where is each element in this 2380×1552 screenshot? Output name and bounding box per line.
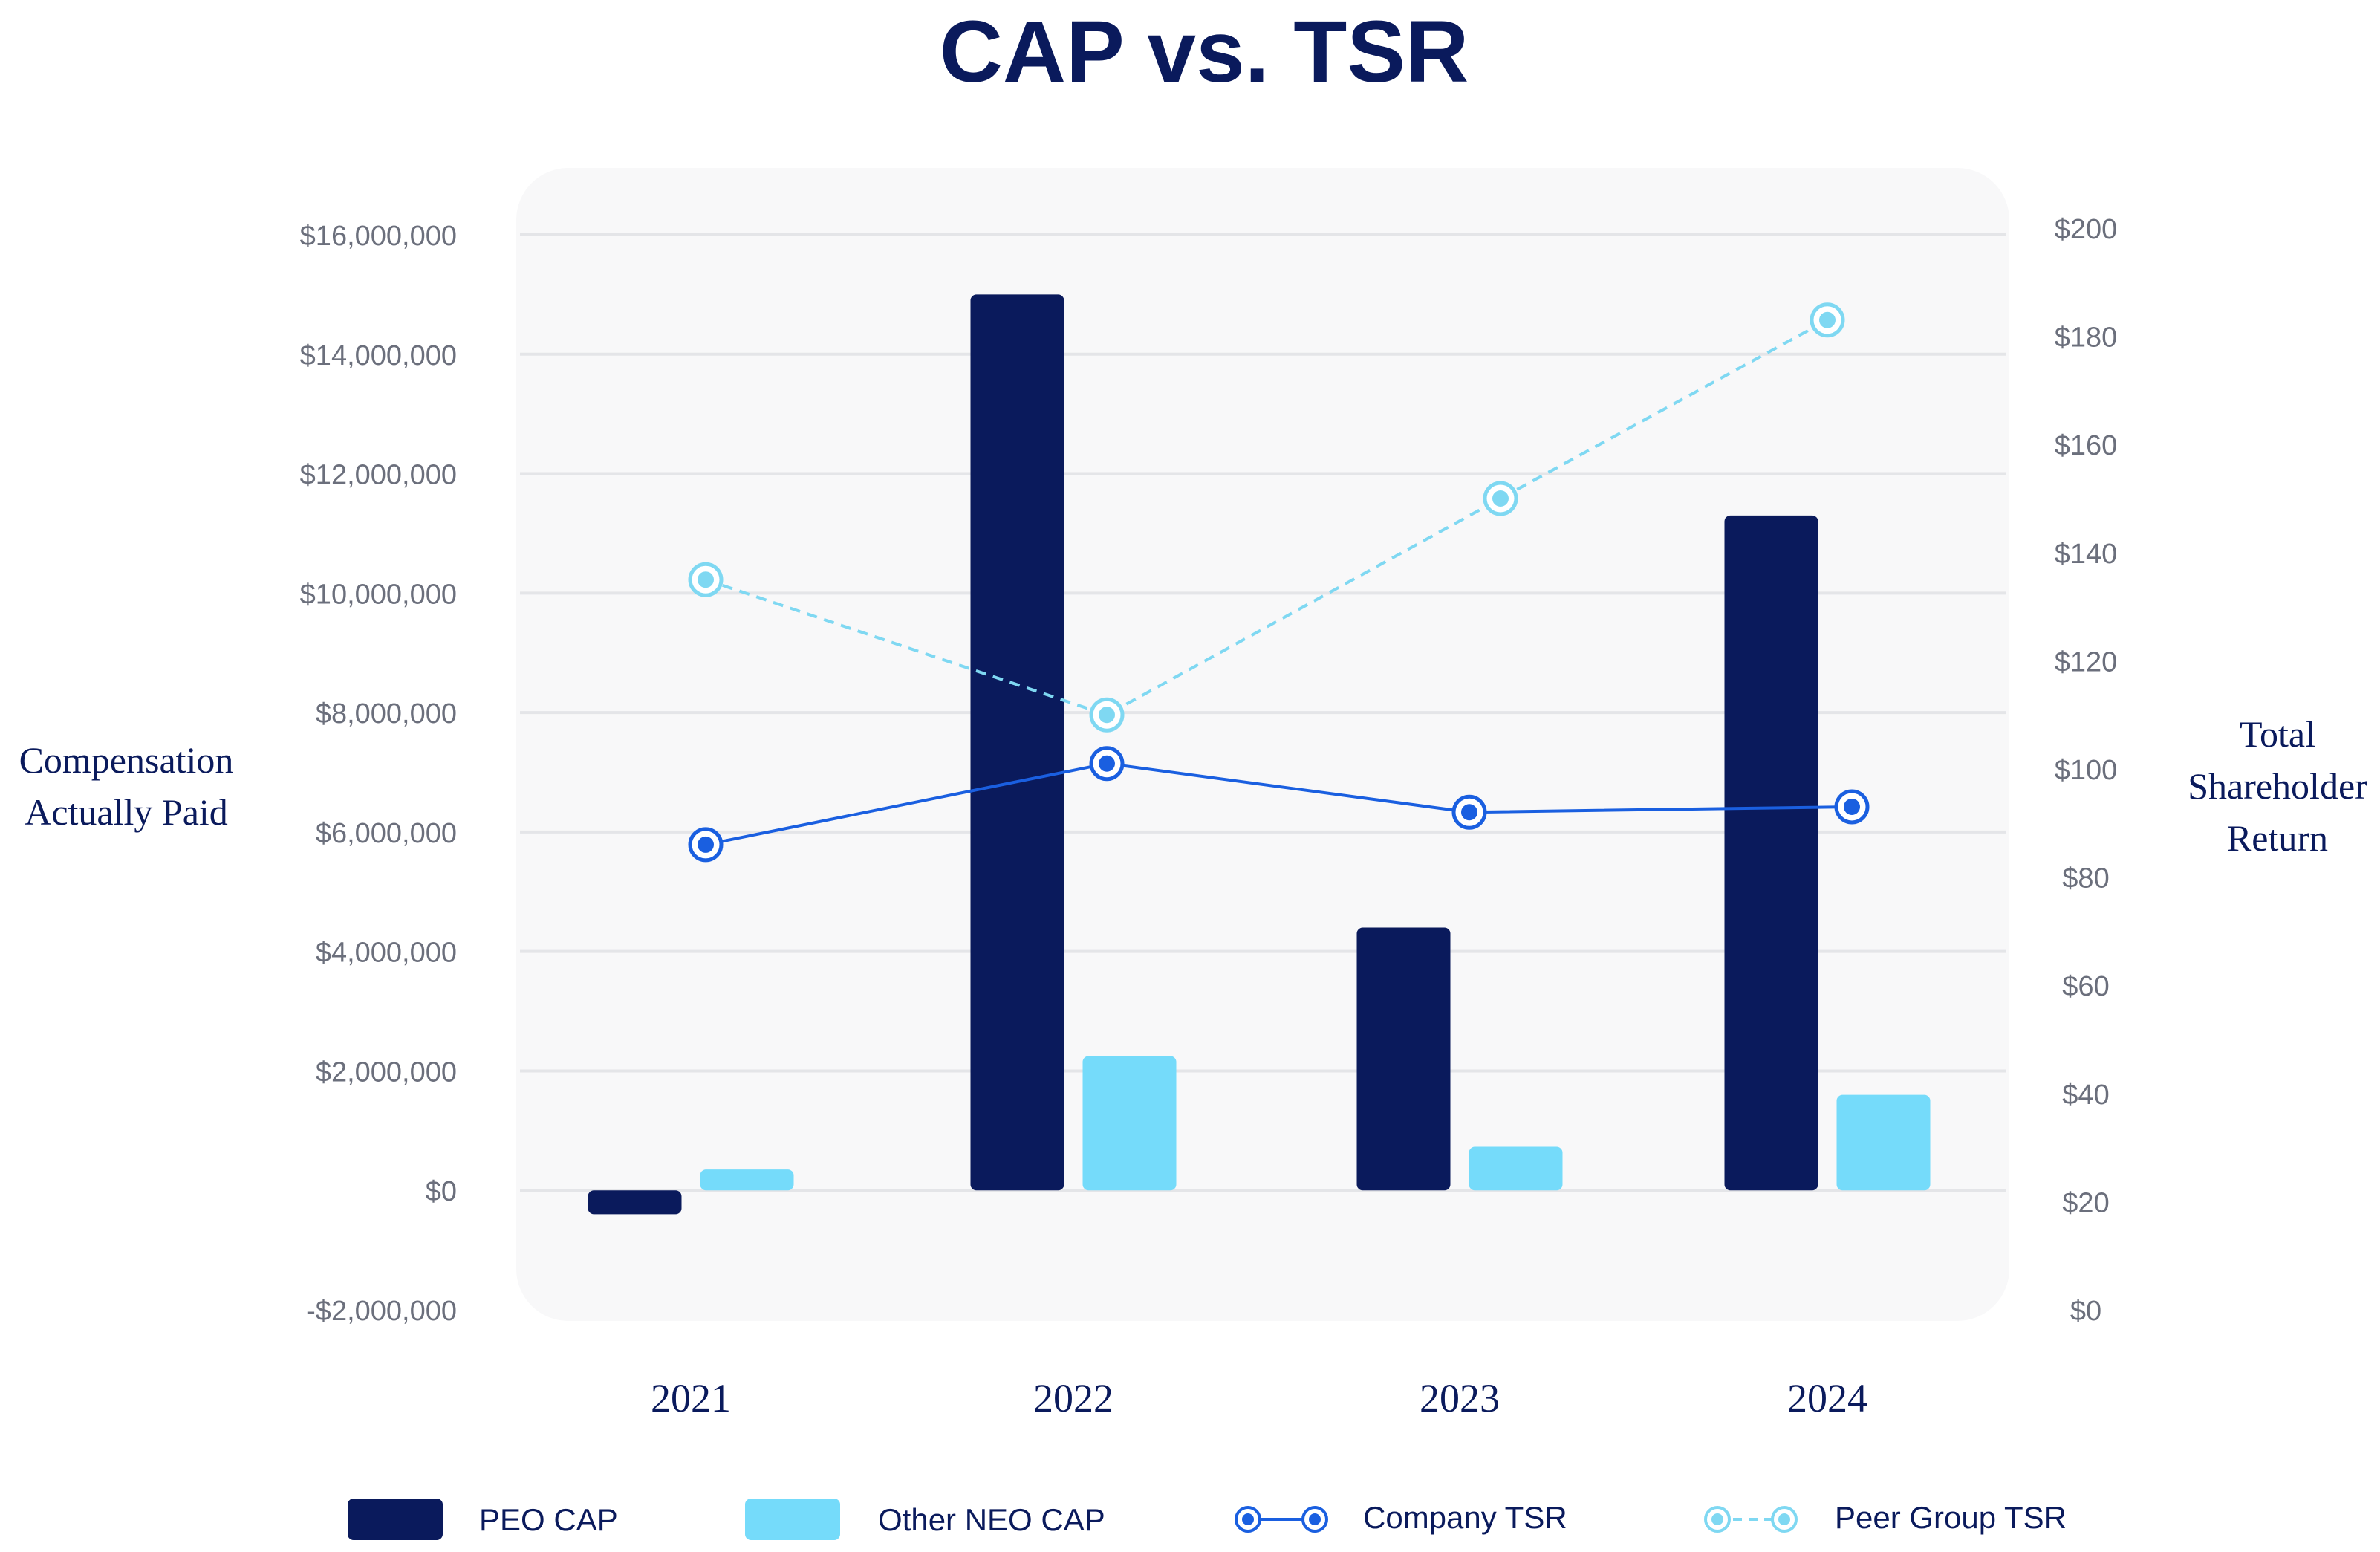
y-right-axis-title: Return [2227, 817, 2328, 859]
company-tsr-point [1844, 798, 1860, 815]
company-tsr-point [1099, 755, 1115, 772]
x-category-label: 2022 [1033, 1376, 1113, 1420]
other-neo-cap-bar [700, 1169, 794, 1191]
other-neo-cap-bar [1082, 1056, 1177, 1191]
peer-group-tsr-point [698, 571, 714, 588]
peo-cap-bar [588, 1190, 682, 1215]
chart-title: CAP vs. TSR [940, 3, 1469, 101]
y-right-tick-label: $140 [2055, 539, 2118, 570]
y-left-tick-label: $8,000,000 [316, 698, 457, 730]
y-left-tick-label: $10,000,000 [300, 579, 457, 610]
y-left-tick-label: $16,000,000 [300, 221, 457, 252]
y-left-tick-label: $12,000,000 [300, 460, 457, 491]
x-category-label: 2023 [1420, 1376, 1500, 1420]
company-tsr-line [705, 762, 1853, 846]
y-left-tick-label: $14,000,000 [300, 340, 457, 371]
y-right-tick-label: $100 [2055, 755, 2118, 786]
legend-label-peer-group-tsr: Peer Group TSR [1835, 1500, 2067, 1535]
y-left-tick-label: -$2,000,000 [306, 1296, 457, 1327]
y-right-tick-label: $0 [2070, 1296, 2101, 1327]
y-left-tick-label: $6,000,000 [316, 818, 457, 849]
legend-marker-peer-group-tsr [1778, 1513, 1790, 1525]
peo-cap-bar [1724, 515, 1818, 1191]
y-left-axis-title: Actually Paid [25, 791, 228, 833]
y-right-axis-title: Shareholder [2188, 765, 2367, 807]
y-right-tick-label: $200 [2055, 214, 2118, 245]
other-neo-cap-bar [1469, 1146, 1563, 1191]
legend-marker-company-tsr [1242, 1513, 1254, 1525]
legend-label-peo-cap: PEO CAP [479, 1502, 618, 1537]
x-category-label: 2024 [1787, 1376, 1867, 1420]
legend-label-other-neo-cap: Other NEO CAP [878, 1502, 1105, 1537]
peo-cap-bar [1356, 927, 1451, 1191]
legend-label-company-tsr: Company TSR [1363, 1500, 1567, 1535]
y-left-tick-label: $0 [426, 1176, 457, 1207]
y-right-tick-label: $180 [2055, 322, 2118, 354]
y-right-tick-label: $20 [2062, 1187, 2109, 1218]
other-neo-cap-bar [1836, 1094, 1931, 1191]
y-left-tick-label: $2,000,000 [316, 1056, 457, 1088]
legend-swatch-other-neo-cap [745, 1499, 840, 1540]
y-right-tick-label: $40 [2062, 1079, 2109, 1111]
y-right-tick-label: $80 [2062, 863, 2109, 894]
legend-marker-company-tsr [1309, 1513, 1321, 1525]
legend-marker-peer-group-tsr [1711, 1513, 1723, 1525]
y-right-tick-label: $160 [2055, 430, 2118, 461]
plot-panel [516, 168, 2009, 1321]
peer-group-tsr-point [1819, 311, 1836, 328]
peer-group-tsr-line [705, 319, 1828, 717]
y-right-tick-label: $120 [2055, 646, 2118, 678]
company-tsr-point [698, 836, 714, 853]
y-left-axis-title: Compensation [19, 739, 234, 781]
peer-group-tsr-point [1099, 707, 1115, 724]
y-right-tick-label: $60 [2062, 971, 2109, 1002]
legend-swatch-peo-cap [348, 1499, 443, 1540]
x-category-label: 2021 [651, 1376, 731, 1420]
y-left-tick-label: $4,000,000 [316, 938, 457, 969]
peer-group-tsr-point [1492, 490, 1509, 507]
y-right-axis-title: Total [2240, 713, 2315, 755]
peo-cap-bar [970, 294, 1064, 1191]
company-tsr-point [1461, 804, 1477, 821]
